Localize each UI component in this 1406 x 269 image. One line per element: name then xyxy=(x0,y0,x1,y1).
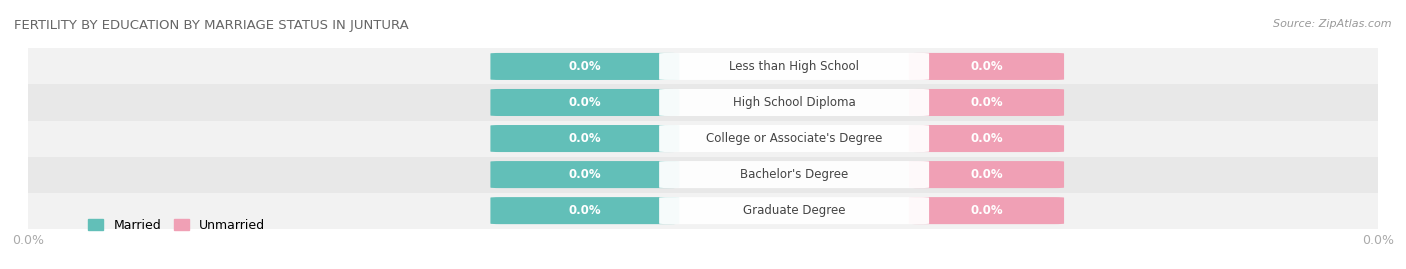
FancyBboxPatch shape xyxy=(908,125,1064,152)
FancyBboxPatch shape xyxy=(659,197,929,224)
Text: 0.0%: 0.0% xyxy=(568,168,602,181)
FancyBboxPatch shape xyxy=(491,89,679,116)
Text: 0.0%: 0.0% xyxy=(568,132,602,145)
FancyBboxPatch shape xyxy=(659,161,929,188)
Text: Bachelor's Degree: Bachelor's Degree xyxy=(740,168,848,181)
Text: 0.0%: 0.0% xyxy=(568,60,602,73)
FancyBboxPatch shape xyxy=(908,197,1064,224)
Text: High School Diploma: High School Diploma xyxy=(733,96,855,109)
Text: College or Associate's Degree: College or Associate's Degree xyxy=(706,132,883,145)
Text: FERTILITY BY EDUCATION BY MARRIAGE STATUS IN JUNTURA: FERTILITY BY EDUCATION BY MARRIAGE STATU… xyxy=(14,19,409,32)
FancyBboxPatch shape xyxy=(491,53,679,80)
FancyBboxPatch shape xyxy=(659,125,929,152)
Legend: Married, Unmarried: Married, Unmarried xyxy=(83,214,270,237)
Text: 0.0%: 0.0% xyxy=(970,60,1002,73)
FancyBboxPatch shape xyxy=(659,89,929,116)
Text: Graduate Degree: Graduate Degree xyxy=(742,204,845,217)
FancyBboxPatch shape xyxy=(908,89,1064,116)
FancyBboxPatch shape xyxy=(908,53,1064,80)
Text: 0.0%: 0.0% xyxy=(568,96,602,109)
Bar xyxy=(28,48,1378,84)
FancyBboxPatch shape xyxy=(491,161,679,188)
Text: 0.0%: 0.0% xyxy=(568,204,602,217)
Text: Less than High School: Less than High School xyxy=(730,60,859,73)
Text: Source: ZipAtlas.com: Source: ZipAtlas.com xyxy=(1274,19,1392,29)
FancyBboxPatch shape xyxy=(491,125,679,152)
Bar xyxy=(28,121,1378,157)
FancyBboxPatch shape xyxy=(908,161,1064,188)
Text: 0.0%: 0.0% xyxy=(970,96,1002,109)
Text: 0.0%: 0.0% xyxy=(970,132,1002,145)
Bar xyxy=(28,157,1378,193)
Text: 0.0%: 0.0% xyxy=(970,204,1002,217)
Bar xyxy=(28,84,1378,121)
FancyBboxPatch shape xyxy=(491,197,679,224)
Text: 0.0%: 0.0% xyxy=(970,168,1002,181)
FancyBboxPatch shape xyxy=(659,53,929,80)
Bar xyxy=(28,193,1378,229)
